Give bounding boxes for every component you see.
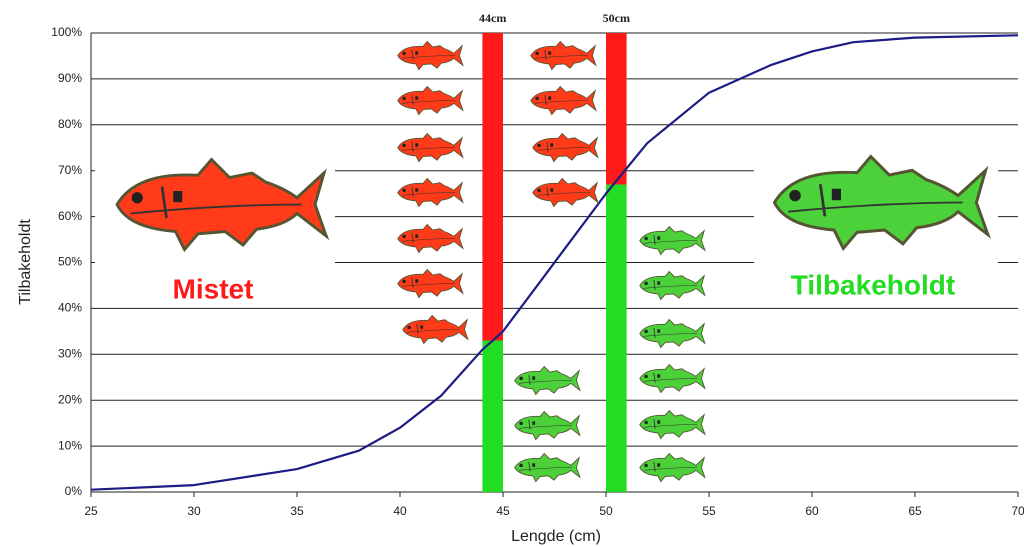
y-tick-label: 100%: [51, 25, 82, 39]
x-axis-title: Lengde (cm): [511, 528, 601, 545]
y-tick-label: 80%: [58, 117, 82, 131]
lost-bar: [482, 33, 503, 341]
y-tick-label: 10%: [58, 438, 82, 452]
x-tick-label: 65: [908, 504, 922, 518]
x-tick-label: 50: [599, 504, 613, 518]
retained-label: Tilbakeholdt: [791, 269, 955, 300]
lost-bar: [606, 33, 627, 185]
y-tick-label: 90%: [58, 71, 82, 85]
x-tick-label: 60: [805, 504, 819, 518]
x-tick-label: 45: [496, 504, 510, 518]
y-tick-label: 70%: [58, 163, 82, 177]
x-tick-label: 40: [393, 504, 407, 518]
selectivity-curve: [90, 34, 1019, 491]
x-tick-label: 30: [187, 504, 201, 518]
x-tick-label: 55: [702, 504, 716, 518]
y-tick-label: 40%: [58, 301, 82, 315]
marker-label: 50cm: [603, 11, 630, 25]
x-tick-label: 35: [290, 504, 304, 518]
y-tick-label: 30%: [58, 346, 82, 360]
y-tick-label: 20%: [58, 392, 82, 406]
y-axis-title: Tilbakeholdt: [17, 219, 34, 305]
x-tick-label: 25: [84, 504, 98, 518]
y-tick-label: 0%: [65, 484, 83, 498]
x-tick-label: 70: [1011, 504, 1024, 518]
y-tick-label: 50%: [58, 255, 82, 269]
marker-label: 44cm: [479, 11, 506, 25]
retained-bar: [482, 340, 503, 492]
y-tick-label: 60%: [58, 209, 82, 223]
retained-bar: [606, 184, 627, 492]
lost-label: Mistet: [173, 273, 254, 304]
